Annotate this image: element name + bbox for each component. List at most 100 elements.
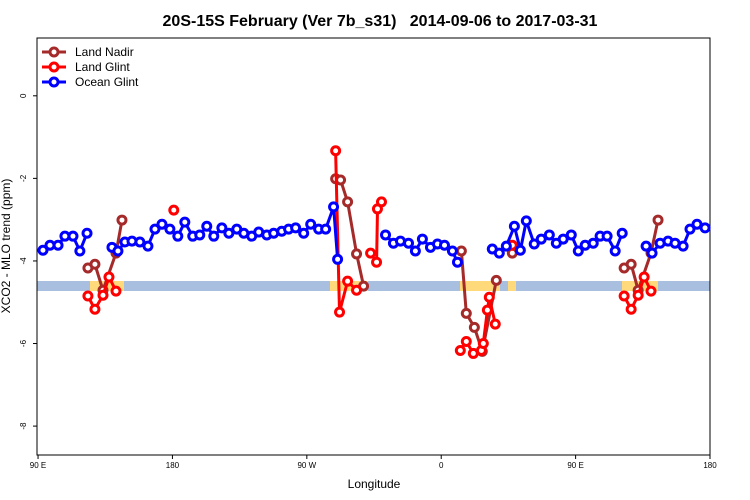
data-point	[168, 204, 180, 216]
x-tick-label: 90 E	[567, 461, 583, 470]
data-point	[74, 245, 86, 257]
x-axis-label: Longitude	[348, 477, 401, 491]
legend-swatch	[48, 76, 60, 88]
data-point	[439, 239, 451, 251]
data-point	[625, 303, 637, 315]
data-point	[110, 285, 122, 297]
data-point	[52, 239, 64, 251]
data-point	[375, 196, 387, 208]
data-point	[493, 247, 505, 259]
data-point	[616, 227, 628, 239]
data-point	[543, 229, 555, 241]
y-axis-label: XCO2 - MLO trend (ppm)	[0, 179, 13, 314]
data-point	[609, 245, 621, 257]
data-point	[172, 230, 184, 242]
legend-label: Land Glint	[75, 60, 130, 74]
land-band	[460, 281, 500, 291]
data-point	[305, 218, 317, 230]
data-point	[520, 215, 532, 227]
ocean-band	[37, 281, 710, 291]
data-point	[290, 222, 302, 234]
data-point	[446, 245, 458, 257]
data-point	[483, 291, 495, 303]
data-point	[142, 240, 154, 252]
data-point	[645, 285, 657, 297]
chart-title: 20S-15S February (Ver 7b_s31) 2014-09-06…	[163, 13, 598, 30]
data-point	[179, 216, 191, 228]
data-point	[490, 274, 502, 286]
y-tick-label: -8	[19, 422, 28, 430]
data-point	[208, 230, 220, 242]
data-point	[320, 223, 332, 235]
data-point	[81, 227, 93, 239]
data-point	[134, 236, 146, 248]
data-point	[587, 237, 599, 249]
surface-band	[37, 281, 710, 291]
data-point	[451, 256, 463, 268]
data-point	[481, 304, 493, 316]
data-point	[500, 240, 512, 252]
data-point	[508, 220, 520, 232]
data-point	[468, 321, 480, 333]
legend-swatch	[48, 46, 60, 58]
x-tick-label: 180	[166, 461, 180, 470]
y-tick-label: -4	[19, 257, 28, 265]
data-point	[646, 247, 658, 259]
data-point	[149, 223, 161, 235]
data-point	[380, 229, 392, 241]
data-point	[640, 240, 652, 252]
data-point	[455, 245, 467, 257]
data-point	[365, 247, 377, 259]
data-point	[416, 233, 428, 245]
data-point	[699, 222, 711, 234]
y-tick-label: 0	[19, 93, 28, 98]
data-point	[103, 271, 115, 283]
y-tick-label: -6	[19, 339, 28, 347]
data-point	[351, 284, 363, 296]
data-point	[216, 222, 228, 234]
x-tick-label: 90 E	[30, 461, 46, 470]
data-point	[67, 230, 79, 242]
x-tick-label: 0	[439, 461, 444, 470]
data-point	[403, 237, 415, 249]
data-point	[37, 244, 49, 256]
data-point	[156, 218, 168, 230]
data-point	[572, 245, 584, 257]
data-point	[514, 244, 526, 256]
data-point	[618, 290, 630, 302]
plot-frame	[36, 37, 711, 456]
data-point	[116, 214, 128, 226]
data-point	[89, 258, 101, 270]
data-point	[330, 145, 342, 157]
data-point	[460, 335, 472, 347]
x-tick-label: 180	[703, 461, 717, 470]
data-point	[351, 248, 363, 260]
data-point	[454, 345, 466, 357]
data-point	[223, 227, 235, 239]
data-point	[112, 245, 124, 257]
data-point	[625, 258, 637, 270]
data-point	[557, 233, 569, 245]
data-point	[97, 289, 109, 301]
data-point	[677, 240, 689, 252]
data-point	[201, 220, 213, 232]
data-point	[684, 223, 696, 235]
data-point	[409, 245, 421, 257]
data-point	[489, 318, 501, 330]
data-point	[89, 303, 101, 315]
data-point	[334, 306, 346, 318]
legend-swatch	[48, 61, 60, 73]
data-point	[164, 223, 176, 235]
x-tick-label: 90 W	[297, 461, 316, 470]
data-point	[535, 233, 547, 245]
data-point	[691, 218, 703, 230]
data-point	[477, 338, 489, 350]
data-point	[194, 229, 206, 241]
data-point	[460, 307, 472, 319]
legend-label: Ocean Glint	[75, 75, 139, 89]
data-point	[298, 227, 310, 239]
data-point	[342, 196, 354, 208]
data-point	[638, 271, 650, 283]
data-point	[632, 289, 644, 301]
